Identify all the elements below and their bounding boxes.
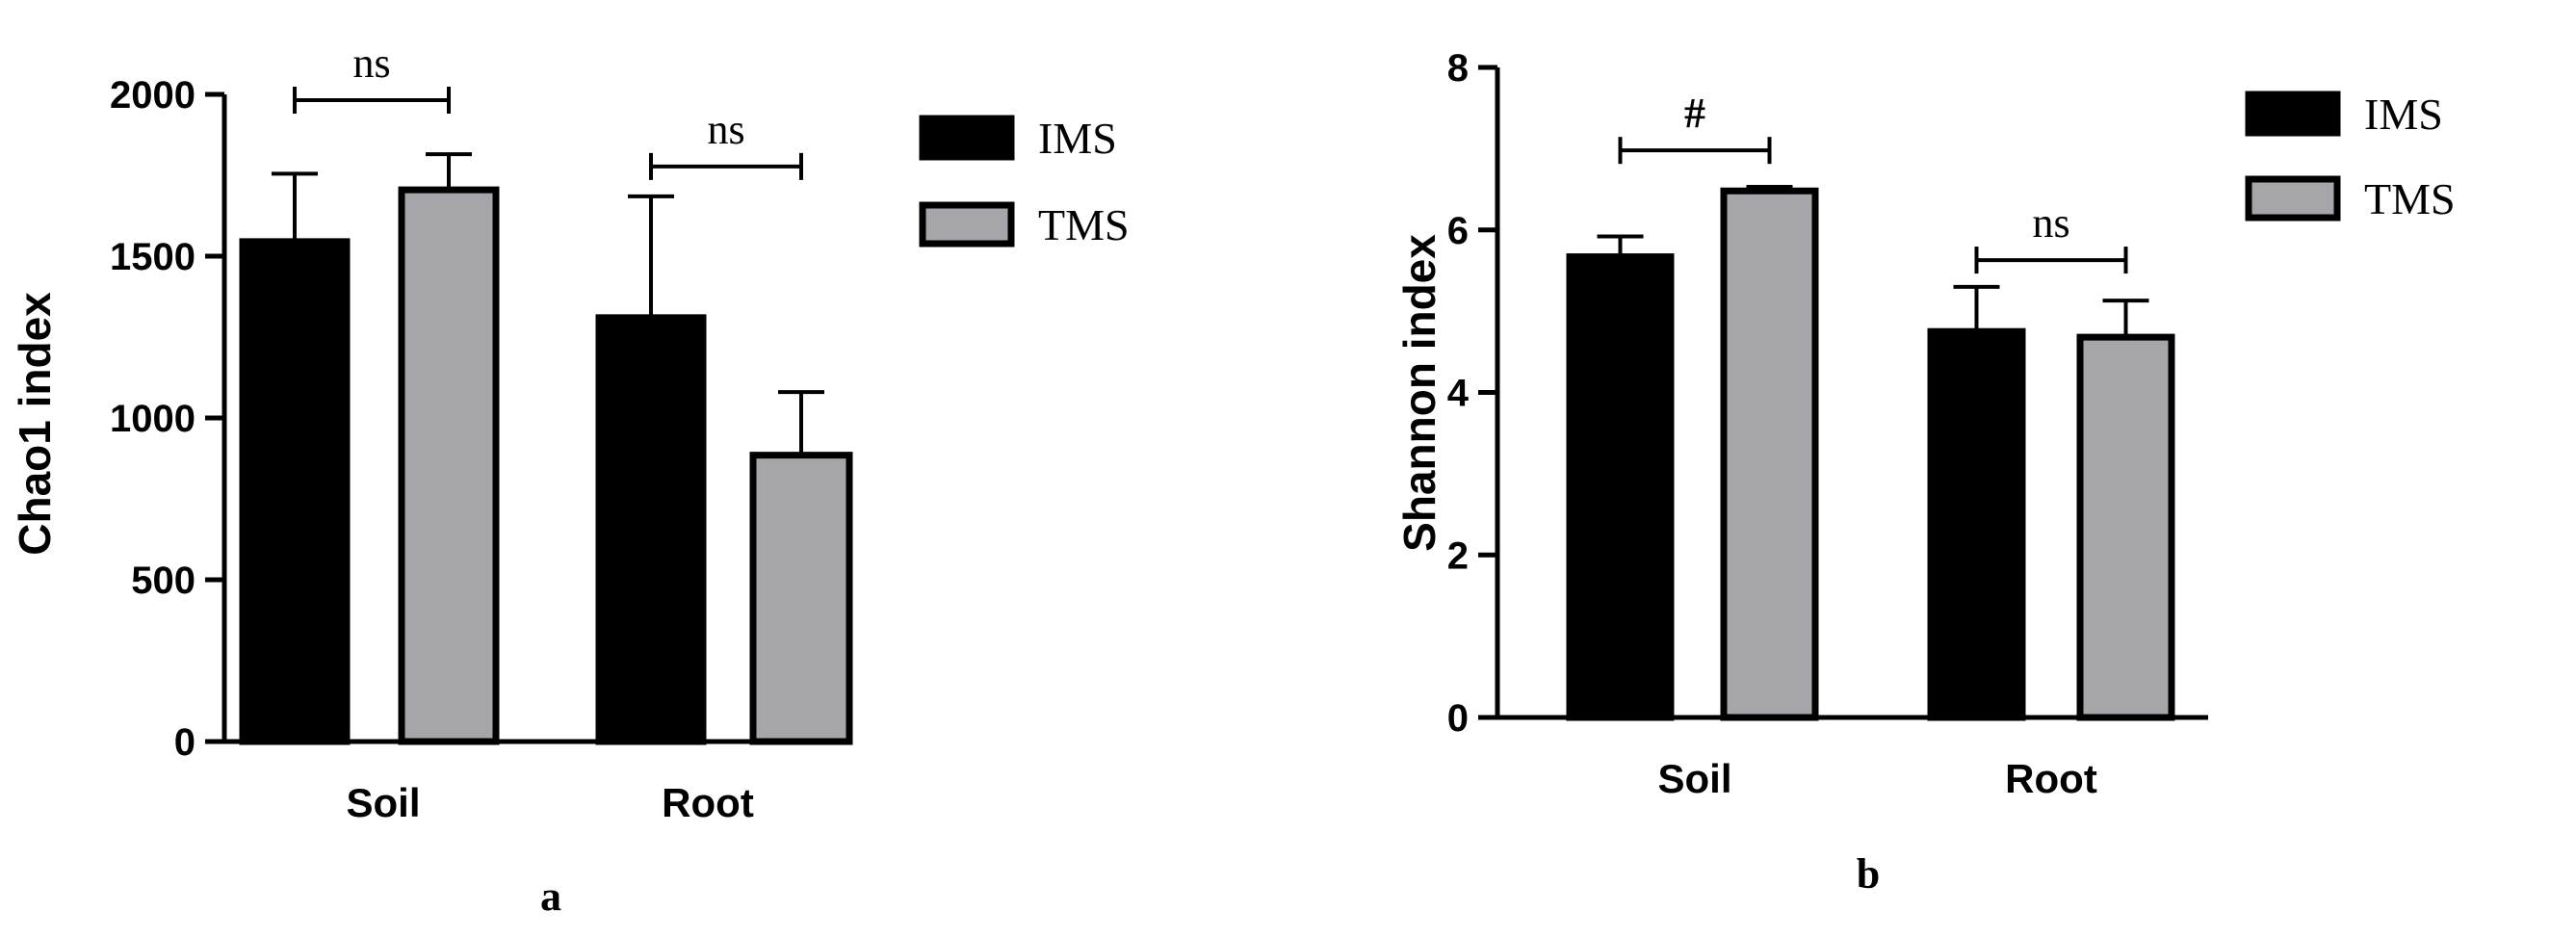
- legend-swatch-ims: [919, 115, 1015, 161]
- bar-ims-soil: [1566, 253, 1675, 721]
- legend-swatch-tms: [2245, 175, 2341, 221]
- significance-label: ns: [2032, 199, 2069, 247]
- chart-panel-a: 0 500 1000 1500 2000 Chao1 index Soil Root ns ns I…: [10, 39, 1130, 920]
- panel-label: a: [540, 873, 561, 920]
- significance-label: ns: [707, 106, 744, 153]
- chart-panel-b: 0 2 4 6 8 Shannon index Soil Root # ns IMS TMS b: [1394, 47, 2456, 898]
- bar-ims-root: [595, 314, 707, 745]
- y-tick-label: 8: [1447, 47, 1469, 90]
- y-tick-label: 500: [131, 560, 195, 602]
- y-axis-title: Shannon index: [1394, 234, 1444, 552]
- y-tick-label: 1000: [110, 398, 195, 440]
- y-tick-label: 2000: [110, 74, 195, 117]
- x-category-label: Root: [2005, 756, 2097, 801]
- legend-label: TMS: [1038, 200, 1130, 249]
- x-category-label: Soil: [346, 780, 420, 825]
- bar-tms-root: [749, 452, 853, 745]
- bar-tms-soil: [398, 186, 500, 745]
- legend-swatch-tms: [919, 201, 1015, 248]
- legend-label: TMS: [2364, 174, 2456, 223]
- x-category-label: Soil: [1657, 756, 1731, 801]
- bar-ims-root: [1927, 327, 2026, 721]
- panel-label: b: [1857, 850, 1880, 898]
- y-tick-label: 0: [1447, 697, 1469, 740]
- y-tick-label: 1500: [110, 236, 195, 278]
- y-tick-label: 2: [1447, 534, 1469, 577]
- x-category-label: Root: [662, 780, 754, 825]
- legend-label: IMS: [1038, 114, 1117, 163]
- legend-label: IMS: [2364, 90, 2443, 139]
- bar-tms-root: [2076, 333, 2175, 721]
- legend-swatch-ims: [2245, 91, 2341, 137]
- y-axis-title: Chao1 index: [10, 292, 60, 556]
- y-tick-label: 0: [174, 721, 195, 764]
- significance-label: ns: [352, 39, 390, 87]
- bar-ims-soil: [239, 238, 351, 745]
- y-tick-label: 6: [1447, 210, 1469, 252]
- bar-tms-soil: [1720, 187, 1819, 721]
- significance-label: #: [1684, 90, 1705, 137]
- y-tick-label: 4: [1447, 373, 1470, 415]
